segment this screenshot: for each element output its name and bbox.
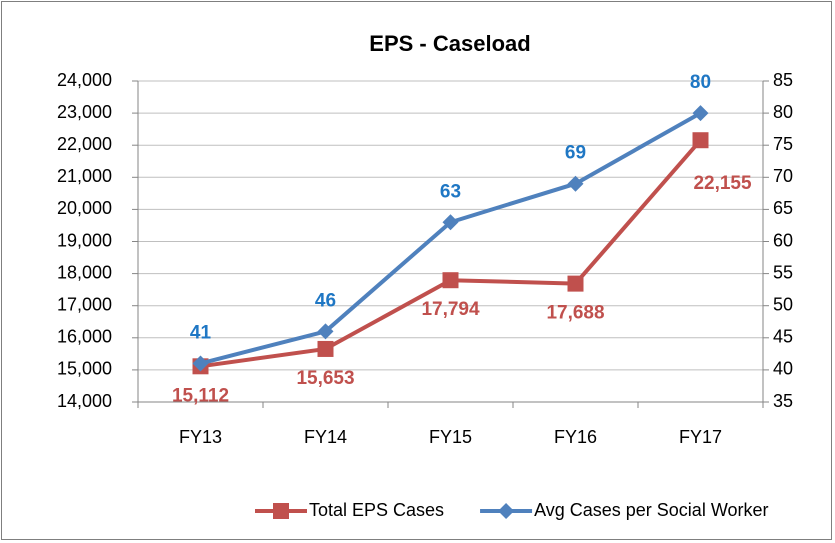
y-tick-label: 17,000 [57,294,112,314]
legend-label: Avg Cases per Social Worker [534,500,768,520]
y-tick-label: 15,000 [57,359,112,379]
y-tick-label: 14,000 [57,391,112,411]
y-tick-label: 24,000 [57,70,112,90]
x-tick-label: FY17 [679,427,722,447]
y2-tick-label: 45 [773,327,793,347]
data-label: 17,688 [546,303,604,324]
legend-label: Total EPS Cases [309,500,444,520]
data-point [317,340,334,357]
y2-tick-label: 35 [773,391,793,411]
x-tick-label: FY14 [304,427,347,447]
y2-tick-label: 55 [773,262,793,282]
data-point [567,175,584,192]
data-label: 22,155 [693,173,752,194]
data-label: 63 [440,181,461,202]
y2-tick-label: 75 [773,134,793,154]
data-label: 17,794 [421,299,480,320]
chart-title: EPS - Caseload [369,31,530,56]
data-label: 15,653 [296,368,354,389]
y-tick-label: 20,000 [57,198,112,218]
data-label: 41 [190,322,212,343]
data-label: 80 [690,72,711,93]
data-label: 15,112 [172,385,229,406]
y-tick-label: 21,000 [57,166,112,186]
data-point [442,214,459,231]
legend-marker [498,503,515,519]
y2-tick-label: 65 [773,198,793,218]
y-tick-label: 18,000 [57,262,112,282]
y-tick-label: 19,000 [57,230,112,250]
y2-tick-label: 80 [773,102,793,122]
y-tick-label: 16,000 [57,327,112,347]
y2-tick-label: 60 [773,230,793,250]
data-point [317,323,334,340]
x-tick-label: FY16 [554,427,597,447]
data-label: 69 [565,143,586,164]
data-point [192,355,209,372]
data-point [567,275,584,292]
data-point [692,132,709,149]
y2-tick-label: 50 [773,294,793,314]
y-tick-label: 22,000 [57,134,112,154]
x-tick-label: FY15 [429,427,472,447]
data-point [692,105,709,122]
y2-tick-label: 40 [773,359,793,379]
y-tick-label: 23,000 [57,102,112,122]
y2-tick-label: 70 [773,166,793,186]
data-point [442,272,459,289]
y2-tick-label: 85 [773,70,793,90]
legend-marker [273,503,289,519]
data-label: 46 [315,290,336,311]
x-tick-label: FY13 [179,427,222,447]
